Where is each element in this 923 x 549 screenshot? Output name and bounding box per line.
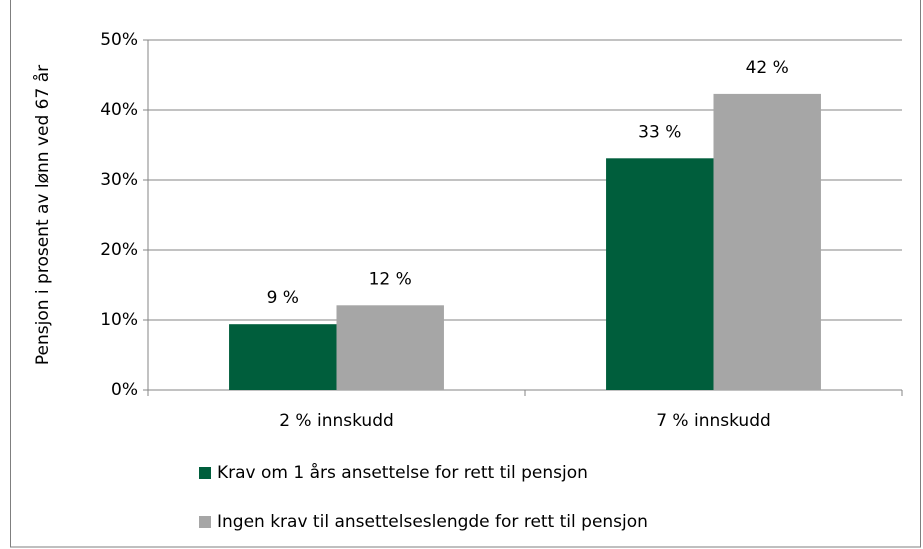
y-tick-label: 30% [100,170,138,190]
legend-label: Krav om 1 års ansettelse for rett til pe… [217,462,588,483]
y-tick-label: 20% [100,240,138,260]
y-tick-label: 0% [111,380,138,400]
x-tick-label: 7 % innskudd [656,411,771,431]
data-label: 42 % [746,58,789,78]
bar [229,324,337,390]
data-label: 9 % [267,288,299,308]
data-label: 33 % [638,122,681,142]
y-tick-label: 10% [100,310,138,330]
data-label: 12 % [369,269,412,289]
legend-swatch [199,516,211,528]
bar [713,93,821,391]
y-tick-label: 40% [100,100,138,120]
legend-swatch [199,467,211,479]
bar [606,158,714,390]
x-tick-label: 2 % innskudd [279,411,394,431]
y-tick-label: 50% [100,30,138,50]
legend-label: Ingen krav til ansettelseslengde for ret… [217,512,648,532]
y-axis-label: Pensjon i prosent av lønn ved 67 år [32,65,53,365]
bar [336,305,444,390]
